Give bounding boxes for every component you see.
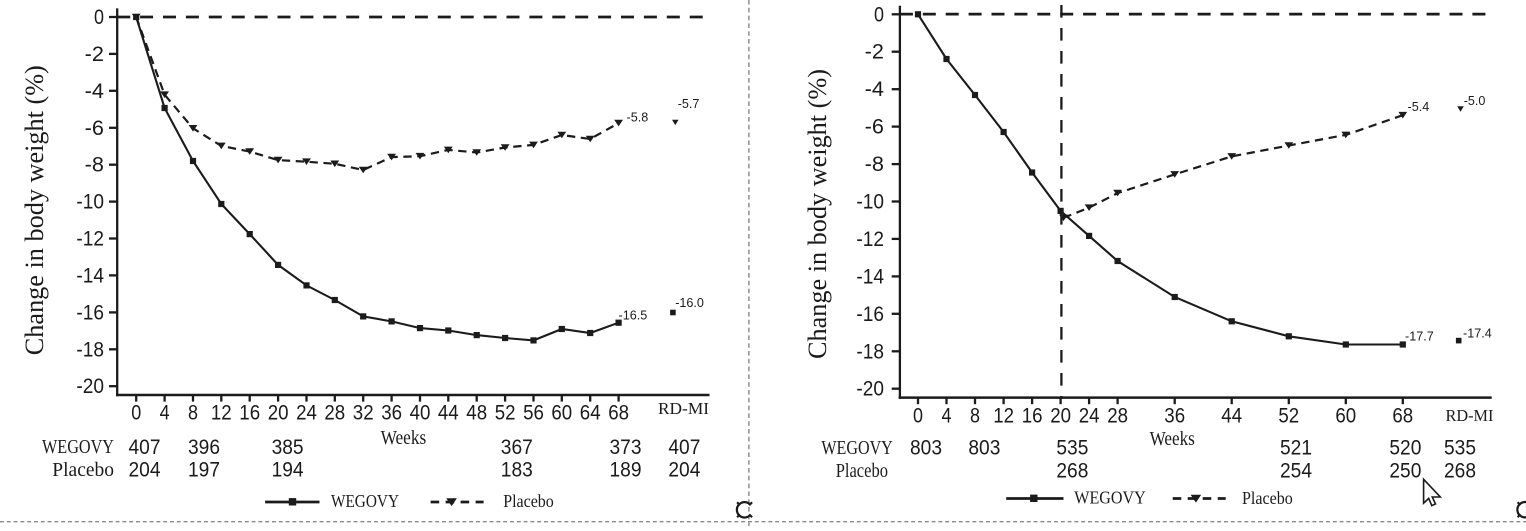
svg-text:Weeks: Weeks (381, 427, 427, 449)
svg-text:-16.5: -16.5 (619, 308, 648, 322)
svg-text:12: 12 (993, 404, 1014, 427)
svg-text:-8: -8 (865, 153, 884, 176)
svg-text:-10: -10 (76, 191, 104, 214)
svg-text:52: 52 (495, 402, 516, 425)
svg-text:535: 535 (1056, 437, 1088, 460)
svg-text:Change in body weight (%): Change in body weight (%) (20, 65, 49, 355)
svg-text:407: 407 (668, 436, 700, 459)
svg-text:28: 28 (1107, 404, 1128, 427)
svg-text:28: 28 (324, 402, 345, 425)
svg-text:-5.7: -5.7 (678, 97, 700, 111)
svg-text:521: 521 (1280, 437, 1312, 460)
svg-text:204: 204 (129, 459, 161, 482)
svg-text:385: 385 (272, 436, 304, 459)
svg-text:407: 407 (129, 436, 161, 459)
svg-text:20: 20 (268, 402, 289, 425)
svg-text:0: 0 (913, 404, 923, 427)
svg-text:WEGOVY: WEGOVY (331, 491, 399, 511)
svg-text:Weeks: Weeks (1150, 428, 1195, 450)
svg-text:-10: -10 (856, 191, 884, 214)
svg-text:Placebo: Placebo (52, 460, 114, 481)
svg-text:12: 12 (211, 402, 232, 425)
svg-text:-12: -12 (76, 228, 104, 251)
svg-text:250: 250 (1389, 459, 1421, 482)
svg-text:Placebo: Placebo (503, 491, 554, 511)
svg-text:-16: -16 (856, 303, 884, 326)
svg-text:68: 68 (608, 402, 629, 425)
svg-text:Placebo: Placebo (1242, 488, 1293, 508)
svg-text:0: 0 (874, 3, 884, 26)
svg-text:44: 44 (438, 402, 459, 425)
svg-text:-14: -14 (76, 264, 104, 287)
svg-text:60: 60 (551, 402, 572, 425)
svg-text:WEGOVY: WEGOVY (42, 437, 114, 458)
svg-text:254: 254 (1280, 459, 1312, 482)
svg-text:20: 20 (1050, 404, 1071, 427)
svg-text:-17.4: -17.4 (1463, 327, 1492, 341)
svg-text:8: 8 (188, 402, 198, 425)
svg-text:0: 0 (131, 402, 141, 425)
svg-text:-20: -20 (856, 378, 884, 401)
svg-text:-16.0: -16.0 (675, 296, 704, 310)
svg-text:16: 16 (239, 402, 260, 425)
svg-text:373: 373 (610, 436, 642, 459)
svg-text:RD-MI: RD-MI (658, 399, 709, 418)
svg-text:197: 197 (188, 459, 220, 482)
svg-text:-5.4: -5.4 (1408, 100, 1430, 114)
svg-text:24: 24 (296, 402, 317, 425)
svg-text:194: 194 (272, 459, 304, 482)
svg-text:16: 16 (1022, 404, 1043, 427)
svg-text:4: 4 (160, 402, 170, 425)
svg-text:-18: -18 (76, 338, 104, 361)
svg-text:4: 4 (942, 404, 952, 427)
svg-text:-18: -18 (856, 340, 884, 363)
svg-text:-5.0: -5.0 (1464, 94, 1486, 108)
svg-text:-6: -6 (865, 116, 884, 139)
svg-text:36: 36 (381, 402, 402, 425)
svg-text:64: 64 (580, 402, 601, 425)
svg-text:189: 189 (610, 459, 642, 482)
svg-text:-4: -4 (85, 80, 105, 103)
svg-text:WEGOVY: WEGOVY (1074, 488, 1145, 508)
svg-text:60: 60 (1335, 404, 1356, 427)
svg-text:36: 36 (1164, 404, 1185, 427)
svg-text:-5.8: -5.8 (627, 111, 649, 125)
svg-text:367: 367 (501, 436, 533, 459)
svg-text:-2: -2 (865, 41, 884, 64)
svg-text:-20: -20 (76, 375, 104, 398)
svg-text:68: 68 (1392, 404, 1413, 427)
svg-text:396: 396 (188, 436, 220, 459)
svg-text:44: 44 (1221, 404, 1242, 427)
svg-text:204: 204 (668, 459, 700, 482)
svg-text:-17.7: -17.7 (1405, 330, 1434, 344)
svg-text:52: 52 (1278, 404, 1299, 427)
svg-text:8: 8 (970, 404, 980, 427)
svg-text:-12: -12 (856, 228, 884, 251)
svg-text:535: 535 (1444, 437, 1476, 460)
svg-text:268: 268 (1444, 459, 1476, 482)
svg-text:268: 268 (1056, 459, 1088, 482)
svg-text:-14: -14 (856, 265, 884, 288)
svg-text:WEGOVY: WEGOVY (821, 438, 892, 459)
svg-text:-8: -8 (85, 154, 104, 177)
svg-text:-4: -4 (865, 78, 885, 101)
svg-text:Change in body weight (%): Change in body weight (%) (803, 69, 832, 359)
svg-text:803: 803 (968, 437, 1000, 460)
svg-text:0: 0 (94, 6, 104, 29)
svg-text:RD-MI: RD-MI (1446, 406, 1494, 425)
svg-text:24: 24 (1079, 404, 1100, 427)
svg-text:-2: -2 (85, 43, 104, 66)
svg-text:183: 183 (501, 459, 533, 482)
svg-text:56: 56 (523, 402, 544, 425)
svg-text:520: 520 (1389, 437, 1421, 460)
svg-text:48: 48 (466, 402, 487, 425)
svg-text:32: 32 (353, 402, 374, 425)
svg-text:-6: -6 (85, 117, 104, 140)
svg-text:803: 803 (910, 437, 942, 460)
svg-text:40: 40 (410, 402, 431, 425)
svg-text:Placebo: Placebo (836, 461, 888, 482)
svg-text:-16: -16 (76, 301, 104, 324)
